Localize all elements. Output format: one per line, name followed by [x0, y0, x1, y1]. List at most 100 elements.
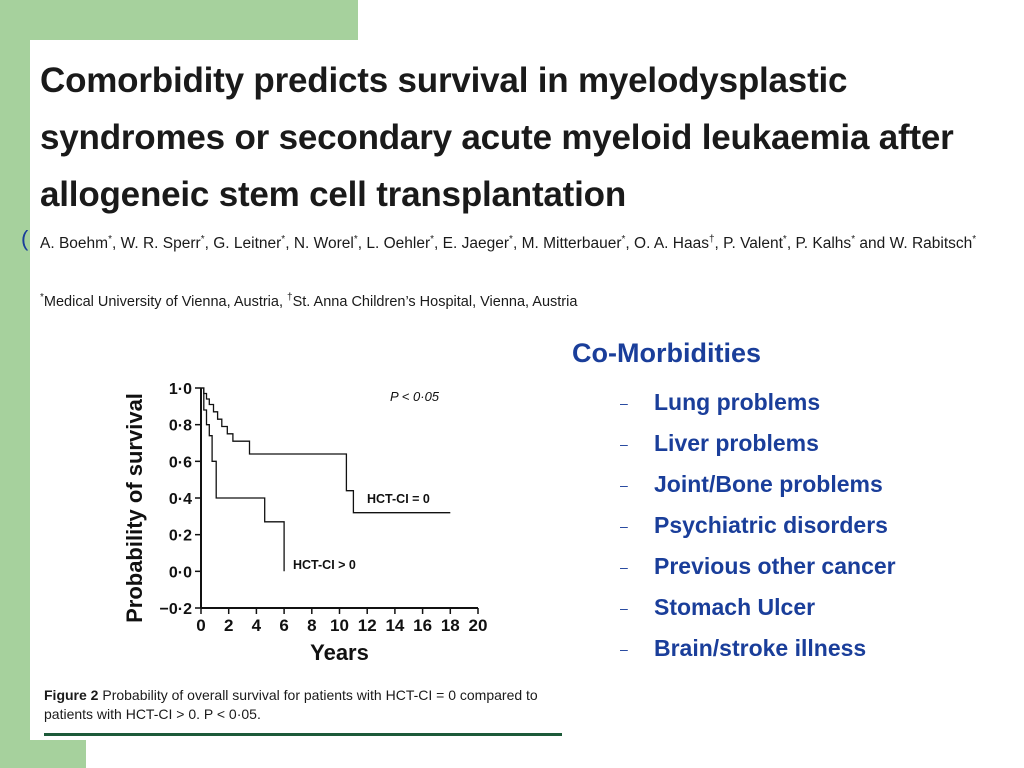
series-label: HCT-CI > 0 — [293, 558, 356, 572]
author-separator: , — [786, 235, 796, 252]
author-name: W. Rabitsch — [889, 235, 973, 252]
comorbidity-item: – Previous other cancer — [620, 546, 896, 587]
y-axis-title: Probability of survival — [122, 393, 147, 623]
comorbidity-label: Liver problems — [654, 430, 819, 456]
author-name: W. R. Sperr — [120, 235, 201, 252]
comorbidities-heading: Co-Morbidities — [572, 338, 761, 368]
affiliation-mark: † — [287, 292, 293, 303]
y-tick-label: 1·0 — [169, 381, 192, 398]
figure-caption: Figure 2 Probability of overall survival… — [44, 686, 564, 724]
dash-bullet-icon: – — [620, 394, 628, 411]
author-name: P. Valent — [723, 235, 783, 252]
x-tick-label: 12 — [358, 616, 377, 635]
survival-chart: 1·0 0·8 0·6 0·4 0·2 0·0 −0·20 2 4 6 8 10 12 14 16 18 20 Y… — [122, 381, 487, 665]
green-background-corner — [0, 740, 86, 768]
x-tick-label: 0 — [196, 616, 205, 635]
comorbidities-list: – Lung problems – Liver problems – Joint/Bone… — [620, 382, 896, 669]
chart-series — [201, 387, 451, 572]
dash-bullet-icon: – — [620, 517, 628, 534]
comorbidity-label: Stomach Ulcer — [654, 594, 816, 620]
comorbidity-label: Lung problems — [654, 389, 821, 415]
comorbidity-label: Previous other cancer — [654, 553, 896, 579]
author-separator: , — [111, 235, 121, 252]
author-affiliation-mark: * — [782, 233, 787, 245]
x-tick-label: 10 — [330, 616, 349, 635]
author-name: M. Mitterbauer — [521, 235, 622, 252]
x-tick-label: 6 — [279, 616, 288, 635]
author-name: O. A. Haas — [634, 235, 709, 252]
comorbidity-label: Brain/stroke illness — [654, 635, 867, 661]
partial-title-glyph: ( — [21, 226, 29, 251]
series-label: HCT-CI = 0 — [367, 492, 430, 506]
author-name: L. Oehler — [366, 235, 431, 252]
affiliation-mark: * — [40, 292, 44, 303]
author-separator: , — [512, 235, 522, 252]
x-axis-title: Years — [310, 640, 369, 665]
affiliation-text: Medical University of Vienna, Austria, — [43, 293, 288, 310]
x-tick-label: 4 — [252, 616, 262, 635]
paper-excerpt-panel — [30, 40, 1024, 740]
author-affiliation-mark: * — [430, 233, 435, 245]
affiliation-line: *Medical University of Vienna, Austria, … — [40, 292, 1015, 310]
x-tick-label: 20 — [469, 616, 488, 635]
y-tick-label: 0·6 — [169, 454, 192, 471]
y-tick-label: 0·2 — [169, 528, 192, 545]
dash-bullet-icon: – — [620, 435, 628, 452]
comorbidity-item: – Joint/Bone problems — [620, 464, 896, 505]
author-name: A. Boehm — [40, 235, 109, 252]
author-name: N. Worel — [293, 235, 354, 252]
author-affiliation-mark: * — [621, 233, 626, 245]
comorbidity-item: – Brain/stroke illness — [620, 628, 896, 669]
x-tick-label: 16 — [413, 616, 432, 635]
dash-bullet-icon: – — [620, 640, 628, 657]
chart-labels: 1·0 0·8 0·6 0·4 0·2 0·0 −0·20 2 4 6 8 10 12 14 16 18 20 Y… — [122, 381, 487, 665]
chart-axes — [195, 387, 479, 614]
author-list: A. Boehm*, W. R. Sperr*, G. Leitner*, N.… — [40, 232, 1015, 256]
author-affiliation-mark: * — [200, 233, 205, 245]
green-background-block — [0, 0, 358, 40]
x-tick-label: 18 — [441, 616, 460, 635]
author-separator: , — [204, 235, 214, 252]
author-separator: , — [714, 235, 724, 252]
figure-caption-label: Figure 2 — [44, 687, 99, 703]
dash-bullet-icon: – — [620, 476, 628, 493]
author-separator: , — [285, 235, 294, 252]
author-separator: , — [357, 235, 367, 252]
comorbidity-item: – Stomach Ulcer — [620, 587, 896, 628]
figure-caption-text: Probability of overall survival for pati… — [44, 687, 538, 722]
paper-title: Comorbidity predicts survival in myelody… — [40, 61, 954, 214]
comorbidity-label: Psychiatric disorders — [654, 512, 888, 538]
author-affiliation-mark: * — [851, 233, 856, 245]
author-separator: , — [625, 235, 635, 252]
author-affiliation-mark: † — [708, 233, 715, 245]
author-separator: and — [855, 235, 890, 252]
y-tick-label: 0·4 — [169, 491, 192, 508]
survival-step-line-hct-ci-gt-0 — [201, 387, 285, 572]
x-tick-label: 14 — [385, 616, 404, 635]
x-tick-label: 2 — [224, 616, 233, 635]
author-separator: , — [434, 235, 443, 252]
author-name: P. Kalhs — [795, 235, 852, 252]
y-tick-label: −0·2 — [160, 601, 193, 618]
dash-bullet-icon: – — [620, 558, 628, 575]
author-affiliation-mark: * — [108, 233, 112, 245]
author-affiliation-mark: * — [972, 233, 977, 245]
comorbidity-label: Joint/Bone problems — [654, 471, 883, 497]
comorbidity-item: – Liver problems — [620, 423, 896, 464]
y-tick-label: 0·0 — [169, 564, 192, 581]
p-value-annotation: P < 0·05 — [390, 389, 440, 404]
caption-rule — [44, 733, 562, 736]
y-tick-label: 0·8 — [169, 418, 192, 435]
comorbidity-item: – Psychiatric disorders — [620, 505, 896, 546]
dash-bullet-icon: – — [620, 599, 628, 616]
author-name: E. Jaeger — [442, 235, 510, 252]
affiliation-text: St. Anna Children’s Hospital, Vienna, Au… — [292, 293, 578, 310]
author-affiliation-mark: * — [509, 233, 513, 245]
author-affiliation-mark: * — [353, 233, 358, 245]
author-name: G. Leitner — [213, 235, 282, 252]
x-tick-label: 8 — [307, 616, 316, 635]
green-background-strip — [0, 0, 30, 768]
comorbidity-item: – Lung problems — [620, 382, 896, 423]
author-affiliation-mark: * — [281, 233, 286, 245]
survival-step-line-hct-ci-0 — [201, 387, 451, 514]
